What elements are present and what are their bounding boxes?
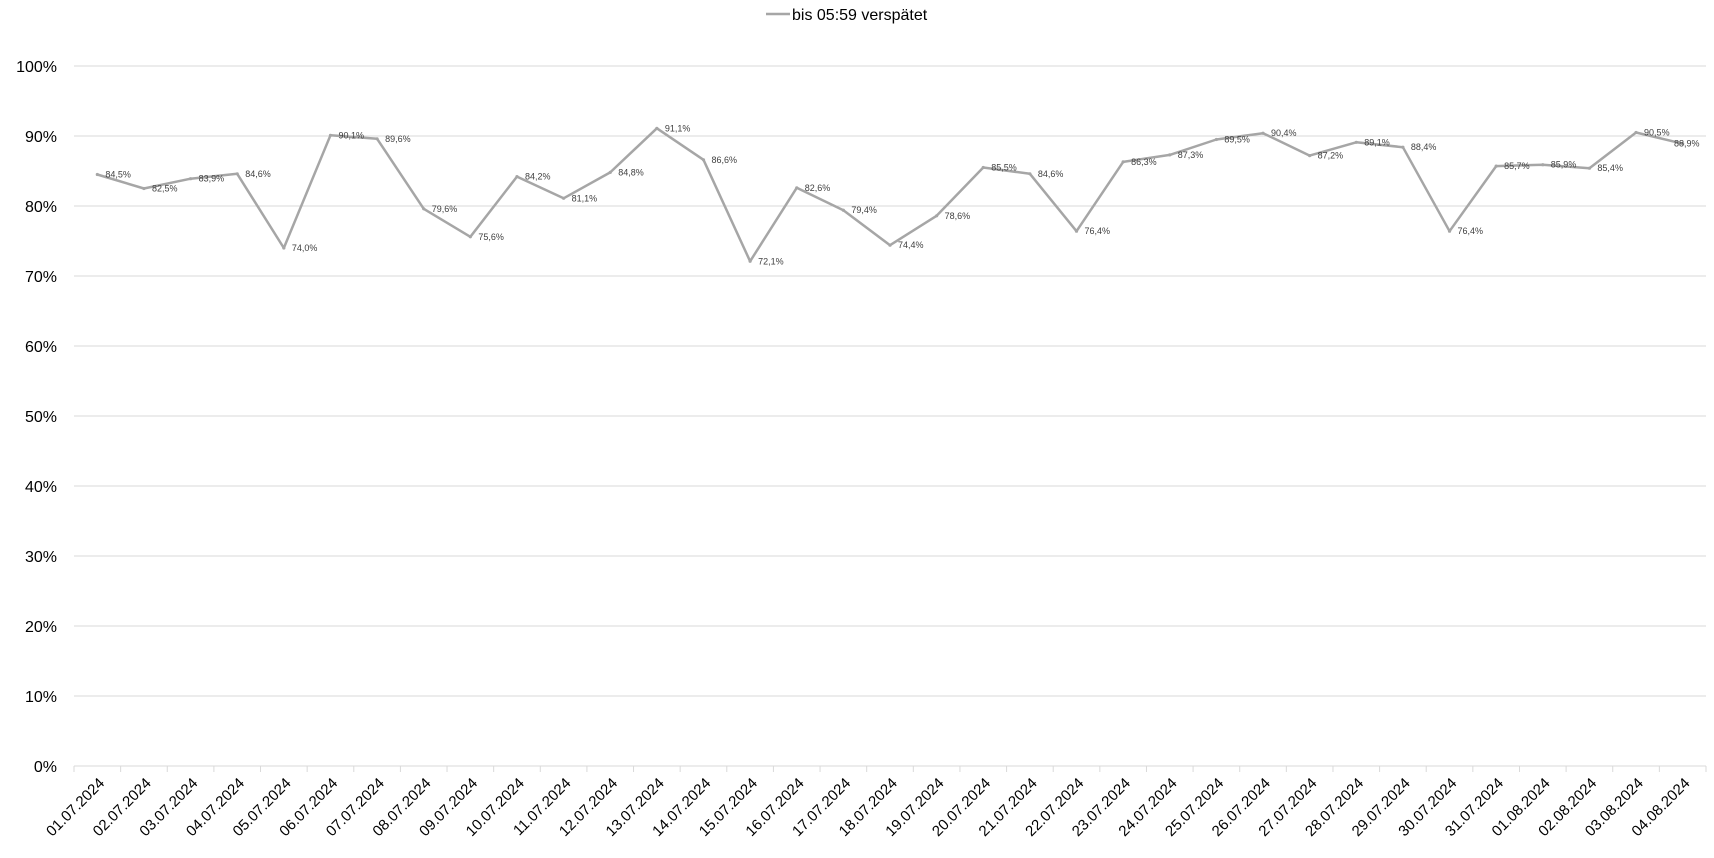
data-point	[608, 170, 612, 174]
data-point	[142, 186, 146, 191]
data-label: 81,1%	[572, 193, 598, 203]
y-tick-label: 30%	[25, 549, 57, 566]
data-label: 83,9%	[199, 174, 225, 184]
y-tick-label: 70%	[25, 269, 57, 286]
data-point	[1401, 145, 1405, 149]
data-point	[328, 133, 333, 137]
data-point	[515, 175, 519, 179]
data-label: 84,2%	[525, 172, 551, 182]
data-point	[1214, 137, 1218, 142]
y-tick-label: 60%	[25, 339, 57, 356]
data-label: 89,5%	[1224, 135, 1250, 145]
data-label: 82,6%	[805, 183, 831, 193]
data-label: 86,6%	[711, 155, 737, 165]
data-label: 84,6%	[245, 169, 271, 179]
data-label: 84,6%	[1038, 169, 1064, 179]
data-label: 89,6%	[385, 134, 411, 144]
data-point	[1681, 142, 1685, 146]
data-label: 85,7%	[1504, 161, 1530, 171]
data-point	[1168, 153, 1172, 157]
data-label: 74,4%	[898, 240, 924, 250]
data-point	[1028, 172, 1032, 176]
data-label: 91,1%	[665, 123, 691, 133]
data-label: 74,0%	[292, 243, 318, 253]
data-label: 85,5%	[991, 163, 1017, 173]
data-label: 76,4%	[1458, 226, 1484, 236]
x-axis	[73, 765, 1707, 772]
data-point	[841, 208, 845, 212]
data-label: 84,8%	[618, 167, 644, 177]
data-point	[655, 126, 659, 130]
y-tick-label: 40%	[25, 479, 57, 496]
data-point	[235, 172, 239, 176]
data-point	[888, 243, 892, 247]
data-label: 86,3%	[1131, 157, 1157, 167]
data-label: 76,4%	[1085, 226, 1111, 236]
data-label: 87,2%	[1318, 151, 1344, 161]
data-point	[1074, 229, 1079, 233]
data-point	[981, 165, 985, 170]
data-label: 85,4%	[1597, 163, 1623, 173]
data-point	[422, 207, 426, 211]
legend-series-label: bis 05:59 verspätet	[792, 7, 928, 24]
data-point	[748, 259, 752, 263]
data-label: 87,3%	[1178, 150, 1204, 160]
data-label: 78,6%	[945, 211, 971, 221]
data-point	[282, 246, 286, 250]
data-label: 84,5%	[105, 170, 131, 180]
y-tick-label: 20%	[25, 619, 57, 636]
data-label: 72,1%	[758, 256, 784, 266]
y-tick-label: 100%	[16, 59, 57, 76]
y-tick-label: 90%	[25, 129, 57, 146]
data-label: 88,4%	[1411, 142, 1437, 152]
data-point	[701, 158, 706, 162]
data-label: 75,6%	[478, 232, 504, 242]
data-label: 90,5%	[1644, 128, 1670, 138]
data-point	[1587, 166, 1592, 170]
y-tick-label: 80%	[25, 199, 57, 216]
data-label: 88,9%	[1674, 139, 1700, 149]
gridlines	[74, 65, 1706, 697]
data-label: 89,1%	[1364, 137, 1390, 147]
y-tick-label: 0%	[34, 759, 57, 776]
data-point	[1308, 154, 1312, 158]
data-point	[188, 177, 193, 181]
data-label: 90,4%	[1271, 128, 1297, 138]
data-point	[95, 172, 99, 177]
data-label: 90,1%	[338, 130, 364, 140]
legend: bis 05:59 verspätet	[766, 7, 928, 24]
y-tick-label: 10%	[25, 689, 57, 706]
data-point	[375, 137, 379, 141]
data-label: 79,6%	[432, 204, 458, 214]
data-label: 85,9%	[1551, 160, 1577, 170]
series-line	[96, 127, 1683, 263]
data-point	[795, 186, 799, 190]
data-point	[1354, 140, 1358, 144]
data-point	[1261, 131, 1265, 135]
data-label: 79,4%	[851, 205, 877, 215]
x-axis-tick-labels: 01.07.202402.07.202403.07.202404.07.2024…	[43, 775, 1693, 840]
data-point	[1121, 160, 1125, 164]
y-axis-tick-labels: 0% 10% 20% 30% 40% 50% 60% 70% 80% 90% 100%	[16, 59, 57, 776]
data-point	[1447, 229, 1452, 233]
data-point	[1541, 163, 1545, 167]
data-point	[562, 196, 566, 200]
y-tick-label: 50%	[25, 409, 57, 426]
data-point	[935, 214, 939, 218]
data-point	[468, 235, 472, 239]
series-group	[95, 126, 1685, 263]
data-label: 82,5%	[152, 184, 178, 194]
data-labels: 84,5% 82,5% 83,9% 84,6% 74,0% 90,1% 89,6% 79,6%…	[105, 123, 1699, 266]
data-point	[1634, 130, 1638, 135]
data-point	[1494, 164, 1498, 168]
